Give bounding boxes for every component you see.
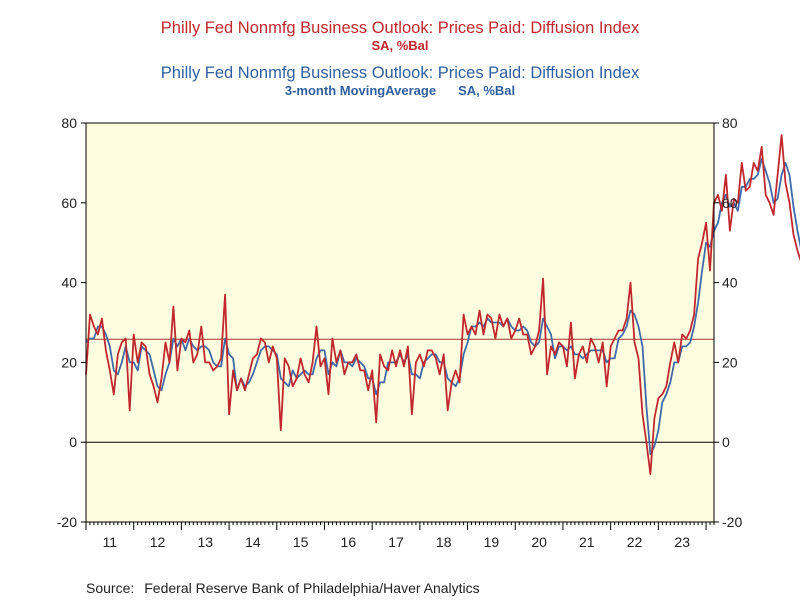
source-note: Source: Federal Reserve Bank of Philadelp… (86, 580, 480, 596)
source-text: Federal Reserve Bank of Philadelphia/Hav… (144, 580, 480, 596)
y-tick-label-right: 40 (722, 275, 738, 291)
legend-series2-sub-a: 3-month MovingAverage (284, 83, 437, 98)
x-tick-label: 17 (388, 534, 404, 550)
legend-series2: Philly Fed Nonmfg Business Outlook: Pric… (0, 63, 800, 99)
y-tick-label-left: 40 (61, 275, 77, 291)
y-tick-label-right: -20 (722, 514, 742, 530)
x-tick-label: 18 (436, 534, 452, 550)
legend-series2-sub: 3-month MovingAverage SA, %Bal (0, 83, 800, 99)
x-tick-label: 19 (484, 534, 500, 550)
series-line-prices-paid (85, 134, 800, 476)
y-tick-label-left: 0 (69, 434, 77, 450)
legend-series2-sub-b: SA, %Bal (458, 83, 516, 98)
y-tick-label-left: 60 (61, 195, 77, 211)
source-label: Source: (86, 580, 135, 596)
x-tick-label: 12 (150, 534, 166, 550)
x-tick-label: 11 (103, 534, 118, 550)
legend-series1: Philly Fed Nonmfg Business Outlook: Pric… (0, 18, 800, 54)
y-tick-label-left: 20 (61, 354, 77, 370)
plot-area (86, 123, 714, 522)
x-tick-label: 22 (627, 534, 643, 550)
legend-series2-title: Philly Fed Nonmfg Business Outlook: Pric… (160, 64, 640, 82)
y-tick-label-right: 20 (722, 354, 738, 370)
x-tick-label: 13 (197, 534, 213, 550)
y-tick-label-right: 60 (722, 195, 738, 211)
x-tick-label: 23 (674, 534, 690, 550)
x-tick-label: 15 (293, 534, 309, 550)
x-tick-label: 20 (531, 534, 547, 550)
legend-series1-title: Philly Fed Nonmfg Business Outlook: Pric… (160, 19, 640, 37)
legend-series1-sub: SA, %Bal (371, 38, 429, 53)
x-tick-label: 16 (341, 534, 357, 550)
y-tick-label-left: 80 (61, 115, 77, 131)
y-tick-label-right: 80 (722, 115, 738, 131)
y-tick-label-right: 0 (722, 434, 730, 450)
x-tick-label: 21 (579, 534, 595, 550)
y-tick-label-left: -20 (57, 514, 77, 530)
x-tick-label: 14 (245, 534, 261, 550)
